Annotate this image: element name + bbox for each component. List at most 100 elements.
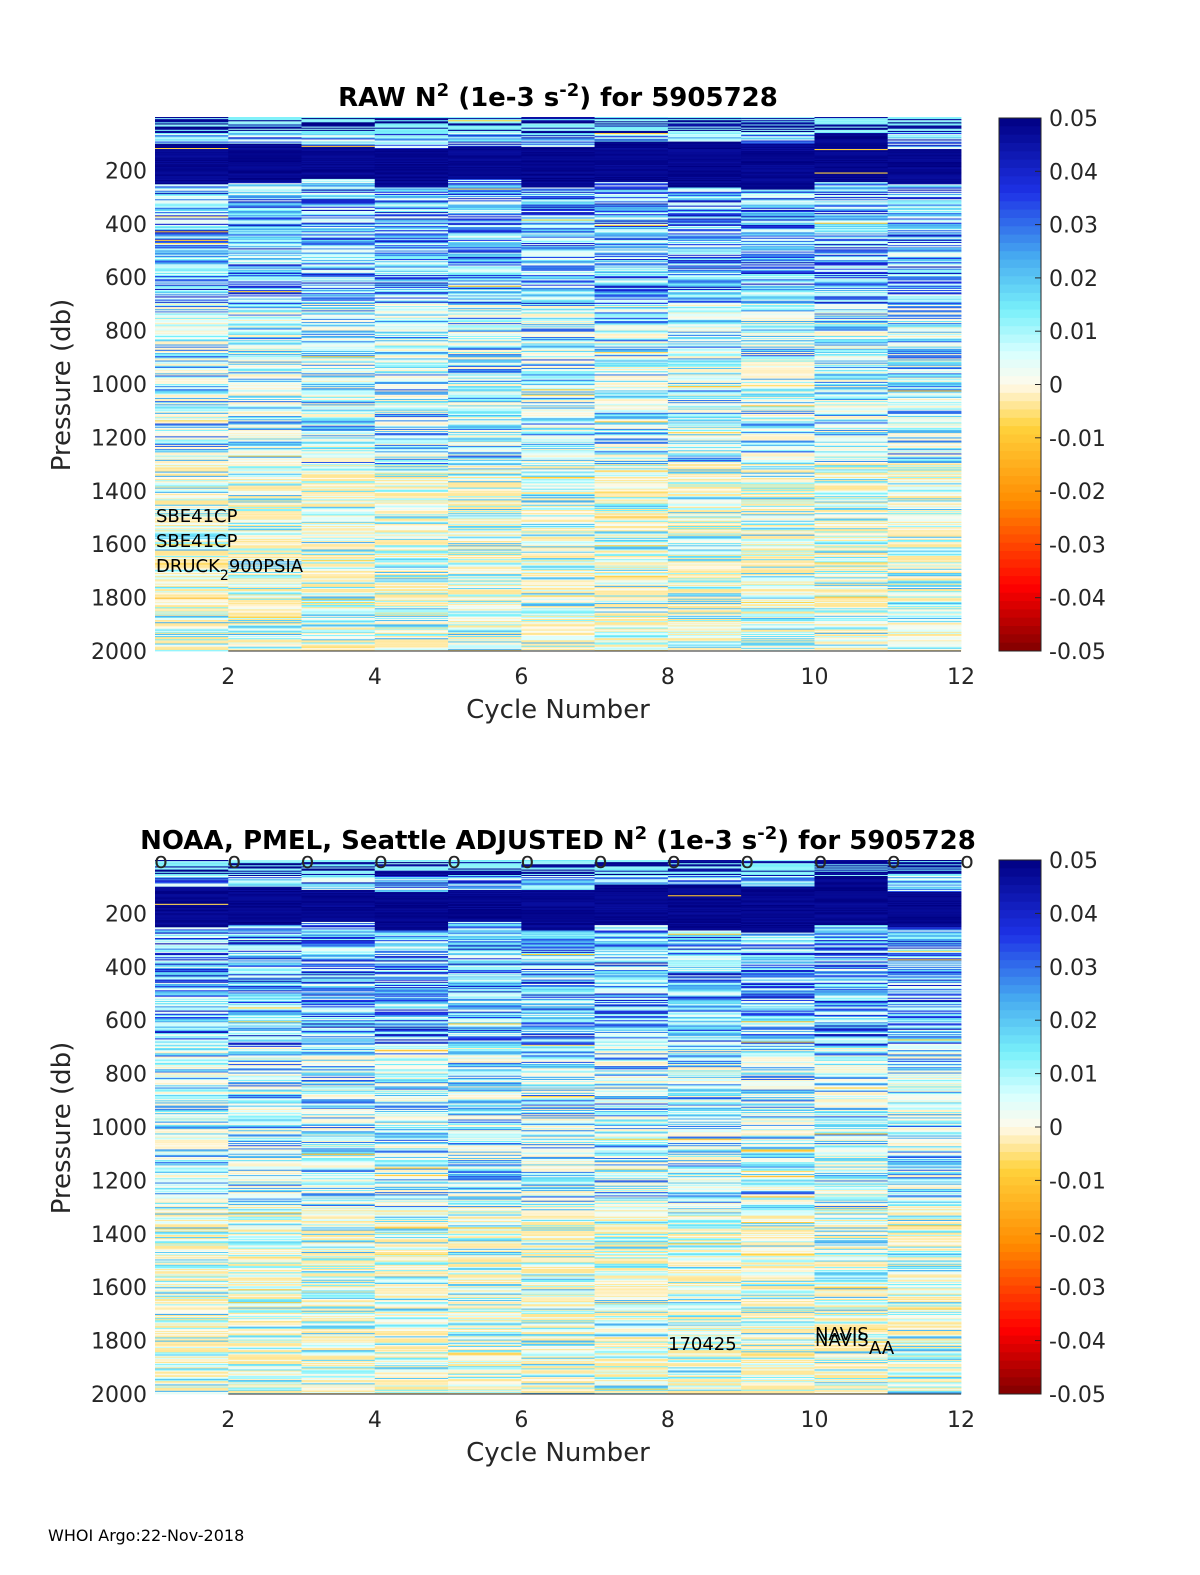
heatmap-cell bbox=[155, 567, 229, 570]
heatmap-cell bbox=[448, 306, 522, 308]
heatmap-cell bbox=[594, 373, 669, 375]
heatmap-cell bbox=[521, 420, 596, 422]
heatmap-cell bbox=[301, 593, 376, 595]
heatmap-cell bbox=[594, 118, 669, 120]
heatmap-cell bbox=[155, 139, 229, 141]
heatmap-cell bbox=[448, 470, 522, 472]
heatmap-cell bbox=[228, 288, 302, 291]
heatmap-cell bbox=[155, 360, 229, 362]
heatmap-cell bbox=[594, 611, 669, 613]
heatmap-cell bbox=[155, 183, 229, 185]
heatmap-cell bbox=[301, 633, 376, 636]
heatmap-cell bbox=[448, 202, 522, 204]
heatmap-cell bbox=[301, 252, 376, 255]
heatmap-cell bbox=[301, 259, 376, 261]
heatmap-cell bbox=[301, 272, 376, 275]
heatmap-cell bbox=[667, 332, 742, 335]
heatmap-cell bbox=[155, 303, 229, 306]
heatmap-cell bbox=[155, 249, 229, 251]
heatmap-cell bbox=[228, 353, 302, 355]
heatmap-cell bbox=[741, 327, 815, 329]
heatmap-cell bbox=[155, 331, 229, 334]
heatmap-cell bbox=[741, 195, 815, 197]
heatmap-cell bbox=[155, 485, 229, 487]
heatmap-cell bbox=[448, 511, 522, 513]
heatmap-cell bbox=[448, 457, 522, 460]
heatmap-cell bbox=[228, 186, 302, 188]
heatmap-cell bbox=[228, 483, 302, 485]
heatmap-cell bbox=[741, 204, 815, 207]
heatmap-cell bbox=[155, 487, 229, 490]
heatmap-cell bbox=[521, 242, 596, 244]
heatmap-cell bbox=[741, 474, 815, 477]
heatmap-cell bbox=[448, 615, 522, 618]
heatmap-cell bbox=[448, 647, 522, 650]
heatmap-cell bbox=[741, 129, 815, 132]
heatmap-cell bbox=[228, 356, 302, 358]
heatmap-cell bbox=[741, 287, 815, 290]
heatmap-cell bbox=[301, 119, 376, 121]
heatmap-cell bbox=[594, 355, 669, 357]
heatmap-cell bbox=[301, 199, 376, 201]
heatmap-cell bbox=[448, 239, 522, 242]
heatmap-cell bbox=[448, 509, 522, 511]
heatmap-cell bbox=[155, 615, 229, 618]
heatmap-cell bbox=[594, 224, 669, 227]
heatmap-cell bbox=[228, 250, 302, 252]
heatmap-cell bbox=[155, 288, 229, 291]
heatmap-cell bbox=[228, 251, 302, 254]
heatmap-cell bbox=[448, 533, 522, 535]
heatmap-cell bbox=[374, 466, 449, 468]
heatmap-cell bbox=[667, 186, 742, 188]
heatmap-cell bbox=[448, 235, 522, 237]
heatmap-cell bbox=[155, 235, 229, 237]
heatmap-cell bbox=[594, 294, 669, 296]
heatmap-cell bbox=[228, 359, 302, 361]
heatmap-cell bbox=[448, 384, 522, 386]
heatmap-cell bbox=[301, 404, 376, 406]
heatmap-cell bbox=[228, 177, 302, 180]
heatmap-cell bbox=[374, 387, 449, 389]
heatmap-cell bbox=[521, 502, 596, 504]
heatmap-cell bbox=[594, 610, 669, 612]
heatmap-cell bbox=[228, 642, 302, 644]
heatmap-cell bbox=[155, 530, 229, 532]
heatmap-cell bbox=[521, 396, 596, 399]
heatmap-cell bbox=[594, 399, 669, 401]
heatmap-cell bbox=[374, 152, 449, 154]
heatmap-cell bbox=[521, 216, 596, 218]
heatmap-cell bbox=[667, 189, 742, 192]
heatmap-cell bbox=[814, 165, 889, 167]
heatmap-cell bbox=[667, 432, 742, 434]
heatmap-cell bbox=[228, 440, 302, 443]
heatmap-cell bbox=[155, 224, 229, 227]
heatmap-cell bbox=[374, 602, 449, 605]
heatmap-cell bbox=[301, 578, 376, 580]
heatmap-cell bbox=[667, 161, 742, 164]
heatmap-cell bbox=[521, 187, 596, 189]
heatmap-cell bbox=[448, 469, 522, 471]
heatmap-cell bbox=[741, 328, 815, 330]
heatmap-cell bbox=[521, 604, 596, 606]
heatmap-cell bbox=[594, 592, 669, 594]
heatmap-cell bbox=[155, 278, 229, 280]
heatmap-cell bbox=[301, 216, 376, 218]
heatmap-cell bbox=[521, 212, 596, 214]
heatmap-cell bbox=[301, 400, 376, 402]
heatmap-cell bbox=[594, 303, 669, 306]
heatmap-cell bbox=[228, 267, 302, 270]
heatmap-cell bbox=[741, 476, 815, 479]
heatmap-cell bbox=[448, 138, 522, 140]
heatmap-cell bbox=[228, 471, 302, 474]
heatmap-cell bbox=[667, 380, 742, 383]
heatmap-cell bbox=[594, 381, 669, 384]
raw-n2-panel: RAW N2 (1e-3 s-2) for 5905728 2 4 6 8 10 12 2… bbox=[47, 80, 1106, 725]
heatmap-cell bbox=[228, 152, 302, 154]
heatmap-cell bbox=[155, 151, 229, 153]
heatmap-cell bbox=[594, 449, 669, 451]
heatmap-cell bbox=[448, 593, 522, 595]
heatmap-cell bbox=[741, 422, 815, 424]
heatmap-cell bbox=[301, 646, 376, 649]
heatmap-cell bbox=[155, 376, 229, 378]
heatmap-cell bbox=[448, 432, 522, 434]
